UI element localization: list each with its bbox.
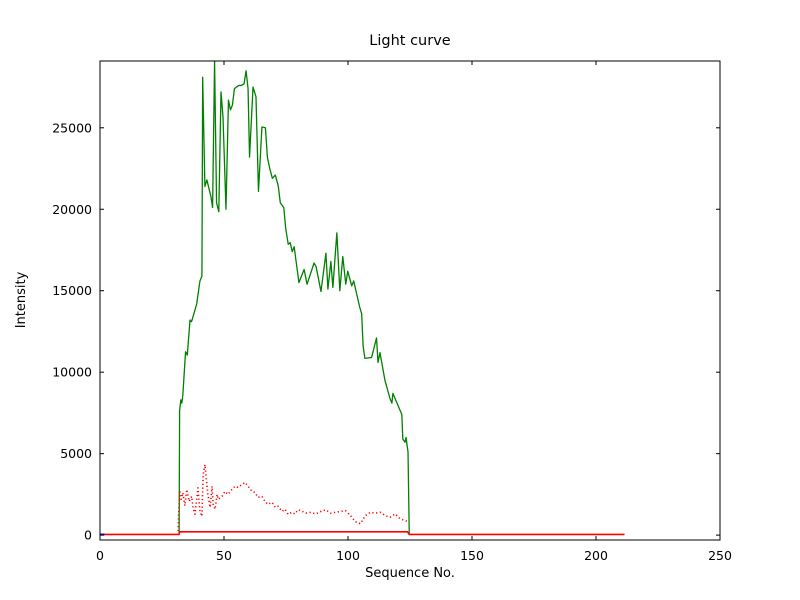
y-tick-label: 25000 bbox=[52, 120, 92, 135]
axes-frame bbox=[99, 60, 721, 541]
y-tick-label: 10000 bbox=[52, 365, 92, 380]
series-baseline-intensity-line bbox=[100, 531, 625, 536]
x-tick-label: 200 bbox=[584, 548, 608, 563]
y-tick-label: 20000 bbox=[52, 202, 92, 217]
x-axis-label: Sequence No. bbox=[365, 566, 455, 581]
series-secondary-intensity-line bbox=[177, 463, 410, 532]
x-tick-label: 50 bbox=[216, 548, 232, 563]
y-tick-label: 5000 bbox=[60, 446, 92, 461]
y-tick-label: 0 bbox=[84, 528, 92, 543]
x-tick-label: 250 bbox=[708, 548, 732, 563]
y-axis-label: Intensity bbox=[14, 271, 29, 329]
y-tick-label: 15000 bbox=[52, 283, 92, 298]
series-main-intensity-line bbox=[178, 61, 410, 536]
x-tick-label: 100 bbox=[336, 548, 360, 563]
chart-title: Light curve bbox=[369, 33, 451, 49]
x-tick-label: 150 bbox=[460, 548, 484, 563]
x-tick-label: 0 bbox=[96, 548, 104, 563]
